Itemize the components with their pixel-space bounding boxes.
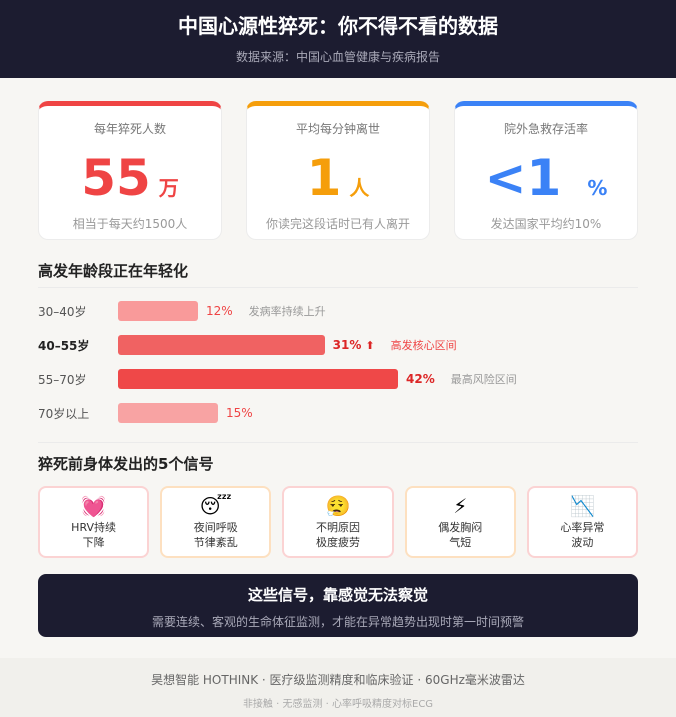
age-tag: 最高风险区间 [450, 373, 517, 386]
stat-unit: % [587, 176, 608, 200]
stat-note: 发达国家平均约10% [490, 217, 602, 231]
age-tag: 高发核心区间 [390, 339, 457, 352]
age-bar [118, 301, 198, 321]
age-percent: 42% [406, 372, 435, 386]
stat-label: 每年猝死人数 [93, 122, 166, 136]
signal-line1: 偶发胸闷 [438, 521, 483, 534]
age-label: 70岁以上 [38, 406, 90, 421]
stat-label: 平均每分钟离世 [295, 122, 380, 136]
stat-note: 你读完这段话时已有人离开 [265, 217, 410, 231]
age-label: 55–70岁 [38, 372, 87, 387]
footer-line1: 昊想智能 HOTHINK · 医疗级监测精度和临床验证 · 60GHz毫米波雷达 [151, 673, 525, 687]
cta-banner: 这些信号，靠感觉无法察觉 需要连续、客观的生命体征监测，才能在异常趋势出现时第一… [38, 574, 638, 637]
age-percent: 31% [332, 338, 362, 352]
signal-line2: 波动 [571, 536, 594, 549]
exhaling-face-icon: 😮‍💨 [325, 494, 351, 518]
arrow-up-icon: ⬆ [365, 338, 375, 352]
age-percent: 15% [226, 406, 253, 420]
age-row: 70岁以上 15% [38, 396, 638, 430]
signal-line1: 夜间呼吸 [193, 521, 238, 534]
lightning-icon: ⚡ [453, 494, 468, 518]
age-label: 30–40岁 [38, 304, 87, 319]
header: 中国心源性猝死：你不得不看的数据 数据来源：中国心血管健康与疾病报告 [0, 0, 676, 78]
beating-heart-icon: 💓 [81, 494, 107, 518]
age-row: 30–40岁 12% 发病率持续上升 [38, 294, 638, 328]
signal-line1: HRV持续 [71, 521, 117, 534]
signal-card: 😴 夜间呼吸节律紊乱 [160, 486, 272, 558]
age-row: 55–70岁 42% 最高风险区间 [38, 362, 638, 396]
footer-line2: 非接触 · 无感监测 · 心率呼吸精度对标ECG [242, 699, 434, 710]
chart-decreasing-icon: 📉 [569, 494, 595, 518]
stat-value: <1 [484, 149, 562, 207]
signal-line2: 下降 [82, 536, 105, 549]
age-bar [118, 335, 325, 355]
stat-unit: 万 [158, 176, 179, 200]
signal-card: 😮‍💨 不明原因极度疲劳 [282, 486, 394, 558]
age-label: 40–55岁 [38, 338, 90, 353]
signals-row: 💓 HRV持续 下降 😴 夜间呼吸 节律紊乱 😮‍💨 不明原因 极度疲劳 ⚡ 偶发胸闷 气短 📉… [0, 474, 676, 558]
stat-label: 院外急救存活率 [503, 122, 588, 136]
signal-line2: 气短 [449, 536, 472, 549]
page-title: 中国心源性猝死：你不得不看的数据 [178, 14, 498, 38]
age-row: 40–55岁 31% ⬆ 高发核心区间 [38, 328, 638, 362]
age-tag: 发病率持续上升 [248, 305, 326, 318]
signal-line2: 极度疲劳 [316, 536, 360, 549]
age-bar [118, 403, 218, 423]
stat-unit: 人 [349, 176, 370, 200]
stat-card-survival: 院外急救存活率 <1% 发达国家平均约10% [454, 101, 638, 240]
data-source: 数据来源：中国心血管健康与疾病报告 [235, 50, 440, 64]
signal-line2: 节律紊乱 [193, 536, 238, 549]
age-bar-chart: 30–40岁 12% 发病率持续上升 40–55岁 31% ⬆ 高发核心区间 55–70岁 42… [0, 288, 676, 430]
signal-card: ⚡ 偶发胸闷气短 [404, 486, 516, 558]
footer: 昊想智能 HOTHINK · 医疗级监测精度和临床验证 · 60GHz毫米波雷达… [0, 658, 676, 717]
cta-text: 需要连续、客观的生命体征监测，才能在异常趋势出现时第一时间预警 [151, 615, 524, 629]
signals-section-title: 猝死前身体发出的5个信号 [38, 442, 638, 474]
stat-note: 相当于每天约1500人 [72, 217, 188, 231]
signal-line1: 不明原因 [316, 521, 360, 534]
age-percent: 12% [206, 304, 233, 318]
signal-card: 💓 HRV持续下降 [38, 486, 150, 558]
age-section-title: 高发年龄段正在年轻化 [38, 260, 638, 288]
cta-title: 这些信号，靠感觉无法察觉 [247, 586, 428, 604]
age-bar [118, 369, 398, 389]
stat-value: 1 [306, 149, 342, 207]
signal-line1: 心率异常 [560, 521, 605, 534]
sleeping-face-icon: 😴 [199, 494, 232, 518]
stat-value: 55 [81, 149, 151, 207]
stat-card-deaths: 每年猝死人数 55 万 相当于每天约1500人 [38, 101, 222, 240]
signal-card: 📉 心率异常波动 [526, 486, 639, 558]
